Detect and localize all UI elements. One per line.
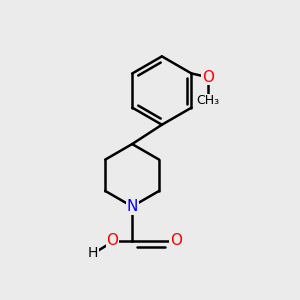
Text: O: O: [170, 233, 182, 248]
Text: CH₃: CH₃: [196, 94, 220, 107]
Text: O: O: [106, 233, 119, 248]
Text: H: H: [88, 245, 98, 260]
Text: O: O: [202, 70, 214, 85]
Text: N: N: [127, 199, 138, 214]
